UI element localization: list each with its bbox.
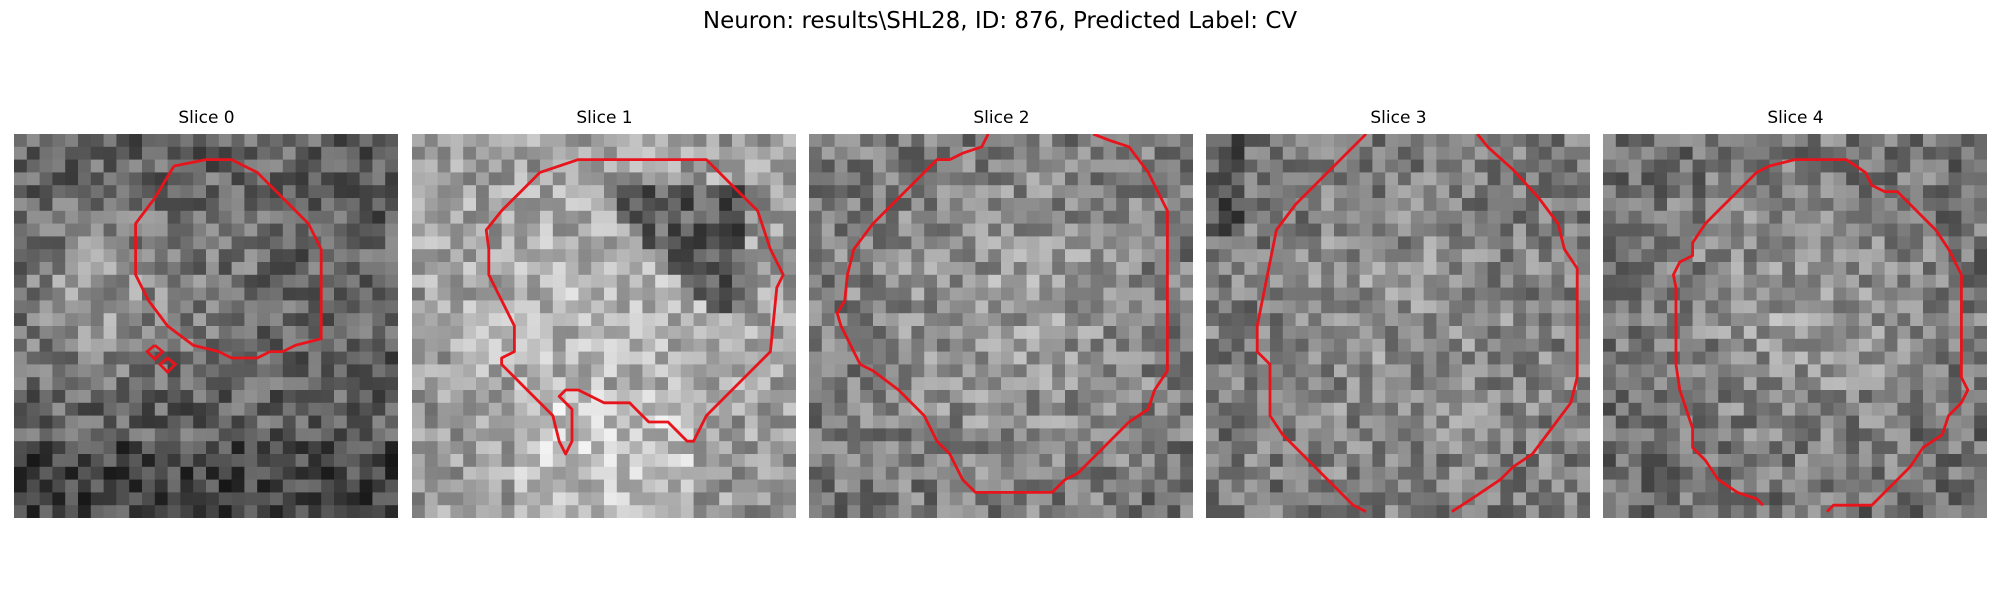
slice-image-1 (412, 134, 796, 518)
slice-image-4 (1603, 134, 1987, 518)
slice-image-0 (14, 134, 398, 518)
slice-title-3: Slice 3 (1370, 108, 1427, 128)
figure-title: Neuron: results\SHL28, ID: 876, Predicte… (702, 8, 1298, 34)
slice-title-4: Slice 4 (1767, 108, 1824, 128)
slice-title-2: Slice 2 (973, 108, 1030, 128)
slice-title-0: Slice 0 (178, 108, 235, 128)
slice-image-2 (809, 134, 1193, 518)
slice-title-1: Slice 1 (576, 108, 633, 128)
slice-image-3 (1206, 134, 1590, 518)
